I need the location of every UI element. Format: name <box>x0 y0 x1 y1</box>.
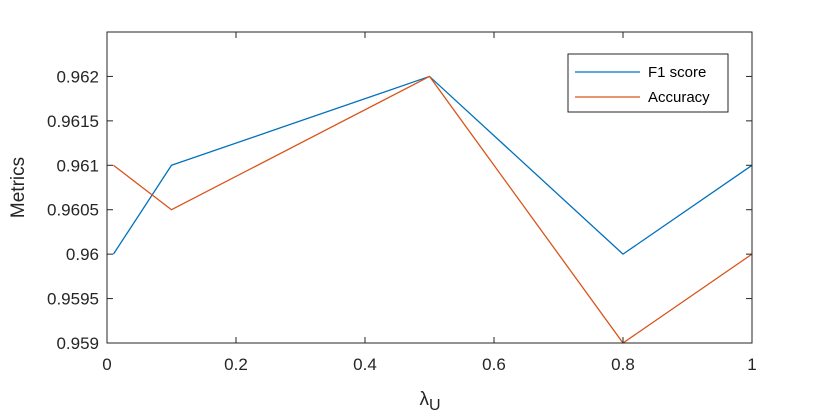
x-tick-label: 0.4 <box>353 355 377 374</box>
x-axis-label: λU <box>419 389 440 414</box>
y-tick-label: 0.9605 <box>47 201 99 220</box>
x-tick-label: 0.8 <box>611 355 635 374</box>
y-tick-label: 0.959 <box>56 334 99 353</box>
series-line-accuracy <box>113 75 753 344</box>
y-axis-label: Metrics <box>8 157 29 218</box>
y-tick-label: 0.962 <box>56 67 99 86</box>
x-tick-label: 0.6 <box>482 355 506 374</box>
series-layer <box>112 75 753 344</box>
legend-box <box>567 53 729 113</box>
legend-label-accuracy: Accuracy <box>648 89 710 106</box>
y-tick-label: 0.9595 <box>47 290 99 309</box>
x-axis-label-symbol: λ <box>419 389 429 410</box>
y-tick-label: 0.961 <box>56 156 99 175</box>
y-tick-label: 0.96 <box>66 245 99 264</box>
legend-label-f1: F1 score <box>648 64 706 81</box>
x-tick-label: 0 <box>102 355 111 374</box>
axes <box>106 31 753 344</box>
x-tick-label: 0.2 <box>224 355 248 374</box>
x-axis-label-subscript: U <box>429 397 441 414</box>
legend: F1 score Accuracy <box>567 53 729 113</box>
axes-box <box>106 31 753 344</box>
ticks: 0 0.2 0.4 0.6 0.8 1 0.959 0.9595 0.96 0.9605 0.961… <box>47 32 757 374</box>
x-tick-label: 1 <box>747 355 756 374</box>
y-tick-label: 0.9615 <box>47 112 99 131</box>
